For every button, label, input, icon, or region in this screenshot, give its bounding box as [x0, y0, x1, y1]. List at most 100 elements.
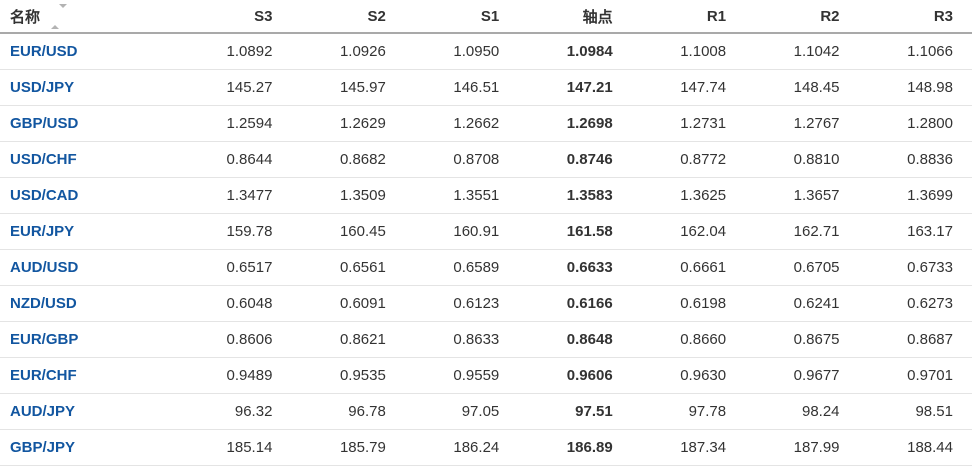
table-row: USD/JPY 145.27 145.97 146.51 147.21 147.74 148…	[0, 69, 972, 106]
pair-cell: USD/JPY	[0, 69, 178, 106]
pair-link[interactable]: EUR/CHF	[10, 367, 77, 384]
r1-value-cell: 0.6661	[631, 249, 746, 286]
r2-value-cell: 0.9677	[745, 357, 859, 394]
column-header-name[interactable]: 名称	[0, 0, 178, 34]
r3-value-cell: 98.51	[858, 393, 972, 430]
table-header-row: 名称 S3 S2 S1 轴点 R1 R2 R3	[0, 0, 972, 34]
pair-link[interactable]: EUR/JPY	[10, 223, 75, 240]
pair-cell: USD/CHF	[0, 141, 178, 178]
pivot-value-cell: 1.2698	[518, 105, 632, 142]
s2-value-cell: 0.8621	[291, 321, 405, 358]
table-row: EUR/USD 1.0892 1.0926 1.0950 1.0984 1.1008 1.1…	[0, 33, 972, 70]
s3-value-cell: 0.6517	[178, 249, 292, 286]
s3-value-cell: 0.6048	[178, 285, 292, 322]
table-row: AUD/JPY 96.32 96.78 97.05 97.51 97.78 98.24 98.…	[0, 393, 972, 430]
r2-value-cell: 1.1042	[745, 33, 859, 70]
column-header-r1: R1	[631, 0, 746, 34]
pair-link[interactable]: GBP/USD	[10, 115, 79, 132]
pivot-value-cell: 1.0984	[518, 33, 632, 70]
s1-value-cell: 160.91	[404, 213, 519, 250]
pivot-value-cell: 161.58	[518, 213, 632, 250]
s1-value-cell: 0.8708	[404, 141, 519, 178]
r3-value-cell: 0.8687	[858, 321, 972, 358]
pair-link[interactable]: USD/CHF	[10, 151, 77, 168]
table-body: EUR/USD 1.0892 1.0926 1.0950 1.0984 1.1008 1.1…	[0, 33, 972, 466]
pair-link[interactable]: AUD/USD	[10, 259, 79, 276]
s3-value-cell: 1.0892	[178, 33, 292, 70]
r1-value-cell: 97.78	[631, 393, 746, 430]
pair-cell: EUR/USD	[0, 33, 178, 70]
r1-value-cell: 0.9630	[631, 357, 746, 394]
table-row: USD/CHF 0.8644 0.8682 0.8708 0.8746 0.8772 0.8…	[0, 141, 972, 178]
r3-value-cell: 0.8836	[858, 141, 972, 178]
pair-link[interactable]: NZD/USD	[10, 295, 77, 312]
s2-value-cell: 1.2629	[291, 105, 405, 142]
s3-value-cell: 0.8606	[178, 321, 292, 358]
s2-value-cell: 145.97	[291, 69, 405, 106]
column-header-pivot: 轴点	[518, 0, 632, 34]
r3-value-cell: 188.44	[858, 429, 972, 466]
r3-value-cell: 0.6733	[858, 249, 972, 286]
r1-value-cell: 162.04	[631, 213, 746, 250]
s1-value-cell: 1.3551	[404, 177, 519, 214]
r1-value-cell: 147.74	[631, 69, 746, 106]
s2-value-cell: 96.78	[291, 393, 405, 430]
r2-value-cell: 148.45	[745, 69, 859, 106]
s2-value-cell: 0.6091	[291, 285, 405, 322]
sort-down-arrow-icon	[59, 4, 68, 26]
s2-value-cell: 0.8682	[291, 141, 405, 178]
pair-link[interactable]: USD/CAD	[10, 187, 79, 204]
pivot-value-cell: 97.51	[518, 393, 632, 430]
r2-value-cell: 187.99	[745, 429, 859, 466]
s3-value-cell: 1.2594	[178, 105, 292, 142]
s3-value-cell: 145.27	[178, 69, 292, 106]
pair-link[interactable]: EUR/USD	[10, 43, 78, 60]
r3-value-cell: 148.98	[858, 69, 972, 106]
pair-cell: AUD/USD	[0, 249, 178, 286]
s1-value-cell: 97.05	[404, 393, 519, 430]
pivot-value-cell: 0.6166	[518, 285, 632, 322]
r1-value-cell: 0.8772	[631, 141, 746, 178]
r3-value-cell: 1.3699	[858, 177, 972, 214]
table-row: NZD/USD 0.6048 0.6091 0.6123 0.6166 0.6198 0.6…	[0, 285, 972, 322]
sort-up-arrow-icon	[51, 8, 60, 30]
s1-value-cell: 1.2662	[404, 105, 519, 142]
pair-link[interactable]: AUD/JPY	[10, 403, 76, 420]
s1-value-cell: 0.6123	[404, 285, 519, 322]
s1-value-cell: 0.6589	[404, 249, 519, 286]
pair-link[interactable]: GBP/JPY	[10, 439, 76, 456]
r2-value-cell: 0.8675	[745, 321, 859, 358]
r2-value-cell: 0.6705	[745, 249, 859, 286]
s3-value-cell: 1.3477	[178, 177, 292, 214]
table-row: EUR/GBP 0.8606 0.8621 0.8633 0.8648 0.8660 0.8…	[0, 321, 972, 358]
r2-value-cell: 0.6241	[745, 285, 859, 322]
r1-value-cell: 187.34	[631, 429, 746, 466]
s3-value-cell: 0.8644	[178, 141, 292, 178]
pair-cell: EUR/JPY	[0, 213, 178, 250]
s2-value-cell: 185.79	[291, 429, 405, 466]
s1-value-cell: 0.8633	[404, 321, 519, 358]
s3-value-cell: 185.14	[178, 429, 292, 466]
pair-cell: USD/CAD	[0, 177, 178, 214]
r3-value-cell: 1.2800	[858, 105, 972, 142]
pair-link[interactable]: USD/JPY	[10, 79, 75, 96]
r2-value-cell: 162.71	[745, 213, 859, 250]
pair-cell: EUR/CHF	[0, 357, 178, 394]
pair-link[interactable]: EUR/GBP	[10, 331, 79, 348]
r3-value-cell: 0.9701	[858, 357, 972, 394]
r1-value-cell: 1.2731	[631, 105, 746, 142]
column-header-s3: S3	[178, 0, 292, 34]
r1-value-cell: 0.8660	[631, 321, 746, 358]
pivot-value-cell: 0.8746	[518, 141, 632, 178]
pair-cell: NZD/USD	[0, 285, 178, 322]
s3-value-cell: 96.32	[178, 393, 292, 430]
pivot-value-cell: 0.8648	[518, 321, 632, 358]
r1-value-cell: 0.6198	[631, 285, 746, 322]
pair-cell: GBP/JPY	[0, 429, 178, 466]
sort-icon[interactable]	[51, 4, 68, 30]
s2-value-cell: 1.0926	[291, 33, 405, 70]
table-row: EUR/CHF 0.9489 0.9535 0.9559 0.9606 0.9630 0.9…	[0, 357, 972, 394]
table-row: GBP/JPY 185.14 185.79 186.24 186.89 187.34 187…	[0, 429, 972, 466]
s1-value-cell: 146.51	[404, 69, 519, 106]
